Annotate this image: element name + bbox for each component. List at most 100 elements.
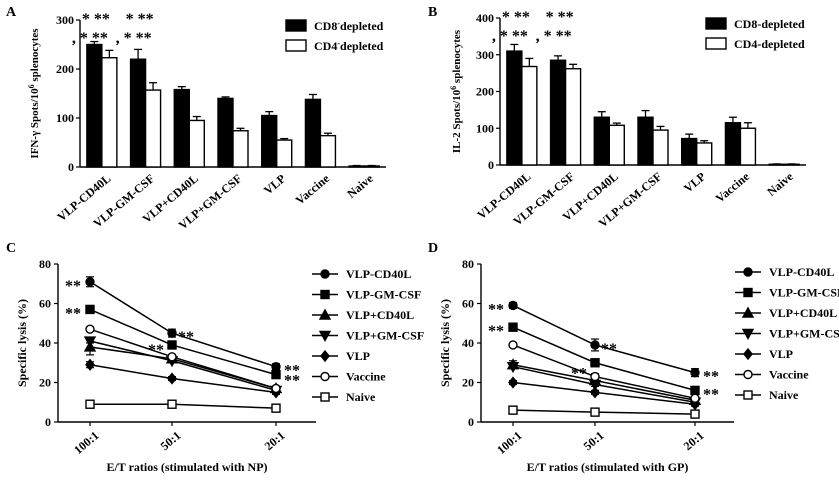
bar bbox=[681, 137, 698, 166]
y-tick-label: 20 bbox=[39, 376, 51, 390]
data-point bbox=[271, 383, 281, 394]
data-point bbox=[271, 362, 281, 372]
data-point bbox=[85, 324, 95, 334]
legend-label: VLP-CD40L bbox=[346, 267, 411, 281]
significance-marker: , * ** bbox=[72, 30, 108, 47]
bar bbox=[564, 68, 582, 166]
x-axis-title: E/T ratios (stimulated with GP) bbox=[527, 460, 689, 474]
bar bbox=[724, 122, 742, 166]
bar bbox=[549, 59, 567, 166]
bar bbox=[217, 97, 234, 168]
data-point bbox=[85, 304, 95, 315]
data-point bbox=[508, 322, 518, 332]
data-point bbox=[271, 369, 281, 380]
significance-marker: * ** bbox=[82, 11, 110, 28]
data-point bbox=[508, 405, 518, 415]
significance-marker: ** bbox=[488, 301, 504, 318]
significance-marker: ** bbox=[703, 386, 719, 403]
series-line bbox=[512, 409, 696, 415]
legend-label: CD8-depleted bbox=[314, 19, 384, 34]
legend-swatch bbox=[285, 39, 307, 52]
legend-swatch bbox=[705, 17, 727, 30]
y-tick-label: 200 bbox=[56, 62, 74, 76]
y-tick-label: 0 bbox=[68, 160, 74, 174]
bar bbox=[144, 89, 162, 168]
panel-label-C: C bbox=[6, 241, 16, 256]
x-tick-label: Naive bbox=[344, 171, 376, 201]
y-axis-title: IFN-γ Spots/106 splenocytes bbox=[27, 28, 42, 159]
y-tick-label: 60 bbox=[462, 297, 474, 311]
legend-label: CD4-depleted bbox=[314, 39, 384, 54]
bar bbox=[86, 43, 103, 168]
y-tick-label: 100 bbox=[56, 111, 74, 125]
legend-label: Naive bbox=[769, 388, 799, 402]
significance-marker: , * ** bbox=[492, 28, 528, 45]
legend-marker bbox=[743, 267, 753, 277]
data-point bbox=[590, 358, 600, 368]
data-point bbox=[508, 300, 518, 311]
bar bbox=[101, 57, 118, 168]
data-point bbox=[167, 328, 177, 338]
bar bbox=[173, 88, 190, 168]
panel-label-A: A bbox=[6, 5, 17, 20]
bar bbox=[304, 98, 322, 168]
y-tick-label: 0 bbox=[488, 158, 494, 172]
legend-marker bbox=[320, 269, 330, 279]
y-tick-label: 300 bbox=[56, 13, 74, 27]
x-tick-label: 20:1 bbox=[262, 428, 288, 453]
legend-label: VLP bbox=[346, 349, 370, 363]
x-tick-label: 100:1 bbox=[71, 428, 101, 457]
y-axis-title: Specific lysis (%) bbox=[15, 299, 29, 387]
data-point bbox=[167, 372, 177, 385]
significance-marker: ** bbox=[178, 329, 194, 346]
bar bbox=[696, 142, 713, 166]
x-tick-label: 20:1 bbox=[681, 428, 707, 453]
legend-marker bbox=[320, 392, 330, 402]
data-point bbox=[590, 407, 600, 417]
x-tick-label: Naive bbox=[764, 169, 796, 199]
legend-marker bbox=[743, 369, 753, 380]
legend-marker bbox=[743, 287, 753, 298]
y-tick-label: 40 bbox=[462, 336, 474, 350]
bar bbox=[276, 139, 293, 168]
bar bbox=[637, 116, 654, 166]
significance-marker: , * ** bbox=[116, 30, 152, 47]
legend-marker bbox=[741, 306, 755, 318]
y-tick-label: 100 bbox=[476, 121, 494, 135]
x-axis-title: E/T ratios (stimulated with NP) bbox=[106, 460, 267, 474]
bar bbox=[232, 130, 249, 168]
data-point bbox=[590, 386, 600, 399]
data-point bbox=[506, 362, 520, 374]
legend-label: Vaccine bbox=[346, 370, 386, 384]
legend-marker bbox=[318, 330, 332, 342]
legend-label: VLP+CD40L bbox=[769, 306, 837, 320]
y-tick-label: 0 bbox=[468, 415, 474, 429]
bar bbox=[739, 127, 757, 166]
bar bbox=[608, 124, 625, 166]
data-point bbox=[690, 385, 700, 396]
significance-marker: ** bbox=[571, 366, 587, 383]
legend-marker bbox=[320, 371, 330, 382]
bar bbox=[521, 65, 538, 166]
data-point bbox=[85, 277, 95, 287]
y-tick-label: 300 bbox=[476, 48, 494, 62]
legend-label: VLP-GM-CSF bbox=[346, 288, 421, 302]
legend-label: CD4-depleted bbox=[734, 37, 805, 51]
bar bbox=[319, 134, 337, 168]
bar bbox=[652, 129, 669, 166]
significance-marker: ** bbox=[65, 278, 81, 295]
data-point bbox=[167, 340, 177, 350]
legend-label: Vaccine bbox=[769, 368, 809, 382]
bar bbox=[593, 116, 610, 166]
y-tick-label: 200 bbox=[476, 85, 494, 99]
data-point bbox=[85, 399, 95, 409]
significance-marker: * ** bbox=[126, 11, 154, 28]
legend-label: VLP+GM-CSF bbox=[769, 327, 839, 341]
significance-marker: , * ** bbox=[536, 28, 572, 45]
legend-label: VLP+CD40L bbox=[346, 308, 414, 322]
bar bbox=[129, 58, 147, 168]
y-tick-label: 80 bbox=[462, 257, 474, 271]
series-line bbox=[512, 365, 696, 403]
x-tick-label: VLP bbox=[681, 169, 708, 195]
